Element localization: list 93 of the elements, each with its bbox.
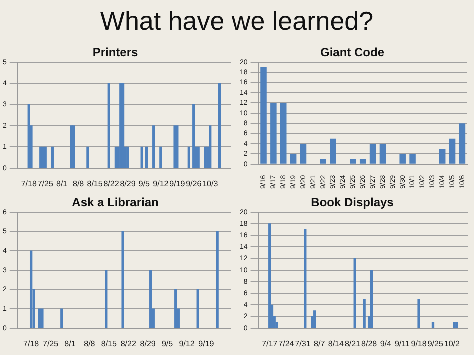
bar: [320, 159, 326, 164]
x-tick-label: 8/21: [344, 339, 362, 348]
bar: [330, 138, 336, 164]
chart-title: Ask a Librarian: [72, 196, 159, 210]
bar: [174, 126, 176, 168]
bar: [44, 146, 47, 168]
x-tick-label: 9/11: [394, 339, 410, 348]
bar: [152, 126, 156, 168]
x-tick-label: 7/17: [262, 339, 278, 348]
bar: [51, 146, 54, 168]
bar: [30, 250, 33, 328]
bar: [192, 104, 196, 168]
x-tick-label: 8/29: [120, 179, 136, 188]
x-tick-label: 9/12: [153, 179, 170, 188]
bar: [60, 308, 64, 328]
bar: [260, 68, 267, 164]
bar: [176, 126, 179, 168]
x-tick-label: 8/28: [362, 339, 378, 348]
bar: [40, 146, 42, 168]
bar: [197, 146, 200, 168]
bar: [72, 126, 76, 168]
x-tick-label: 8/15: [101, 339, 118, 348]
x-tick-label: 10/2: [444, 339, 461, 348]
bar: [400, 154, 406, 164]
x-tick-label: 10/3: [202, 179, 219, 188]
x-tick-label: 8/15: [87, 179, 104, 188]
x-tick-label: 8/1: [56, 179, 68, 188]
bar: [270, 103, 277, 164]
bar: [380, 144, 386, 164]
x-tick-label: 9/19: [198, 339, 215, 348]
bar: [418, 299, 420, 328]
x-tick-label: 8/8: [72, 179, 85, 188]
chart-title: Giant Code: [320, 46, 385, 60]
x-tick-label: 8/7: [314, 339, 326, 348]
bar: [449, 138, 456, 164]
x-tick-label: 8/1: [64, 339, 76, 348]
bar: [410, 154, 416, 164]
x-tick-label: 8/22: [120, 339, 137, 348]
bar: [86, 146, 90, 168]
bar: [360, 159, 366, 164]
bar: [439, 149, 446, 164]
x-tick-label: 9/25: [428, 339, 444, 348]
x-tick-label: 9/19: [170, 179, 186, 188]
bar: [290, 154, 297, 164]
bar: [268, 224, 272, 328]
x-tick-label: 7/25: [42, 339, 60, 348]
chart-title: Book Displays: [311, 196, 394, 210]
bar: [370, 144, 376, 164]
x-tick-label: 8/8: [84, 339, 96, 348]
x-tick-label: 7/18: [24, 339, 40, 348]
bar: [140, 146, 144, 168]
x-tick-label: 7/25: [38, 179, 54, 188]
bar: [150, 270, 152, 328]
x-tick-label: 7/24: [278, 339, 295, 348]
bar: [218, 83, 222, 168]
x-tick-label: 7/18: [21, 179, 38, 188]
bar: [38, 308, 41, 328]
x-tick-label: 9/12: [179, 339, 196, 348]
bar: [120, 83, 122, 168]
bar: [105, 270, 108, 328]
bar: [280, 103, 287, 164]
bar: [160, 146, 162, 168]
bar: [174, 289, 178, 328]
bar: [126, 146, 130, 168]
bar: [196, 289, 200, 328]
bar: [216, 231, 219, 328]
bar: [304, 229, 307, 328]
bar: [370, 270, 374, 328]
x-tick-label: 7/31: [295, 339, 312, 348]
x-tick-label: 9/26: [186, 179, 202, 188]
chart-title: Printers: [92, 46, 138, 60]
bar: [314, 310, 316, 328]
bar: [145, 146, 148, 168]
bar: [209, 126, 212, 168]
x-tick-label: 9/18: [411, 339, 428, 348]
x-tick-label: 9/5: [138, 179, 151, 188]
bar: [459, 124, 466, 164]
bar: [108, 83, 110, 168]
text: What have we learned?: [99, 4, 375, 38]
bar: [122, 231, 124, 328]
bar: [188, 146, 190, 168]
bar: [70, 126, 73, 168]
bar: [363, 299, 366, 328]
x-tick-label: 8/22: [104, 179, 120, 188]
x-tick-label: 9/5: [162, 339, 174, 348]
bar: [350, 159, 356, 164]
x-tick-label: 9/4: [380, 339, 392, 348]
bar: [41, 308, 44, 328]
x-tick-label: 8/29: [140, 339, 156, 348]
bar: [300, 144, 307, 164]
bar: [122, 83, 125, 168]
x-tick-label: 8/14: [328, 339, 344, 348]
bar: [354, 258, 356, 328]
